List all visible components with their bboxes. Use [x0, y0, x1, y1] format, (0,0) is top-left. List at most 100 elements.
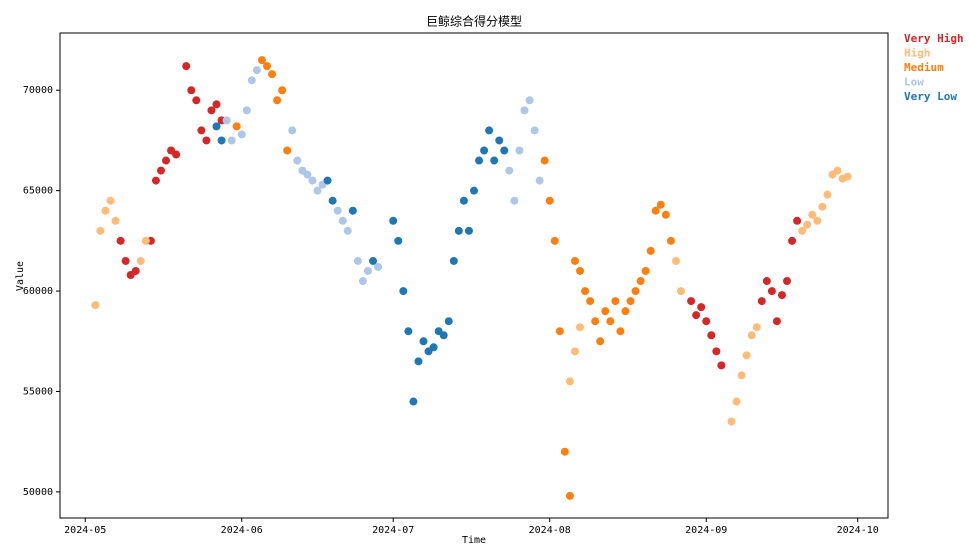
legend-label: Very Low [904, 90, 957, 103]
point [409, 397, 418, 406]
point [687, 297, 696, 306]
point [252, 66, 261, 75]
point [515, 146, 524, 155]
point [697, 303, 706, 312]
point [565, 491, 574, 500]
point [692, 311, 701, 320]
point [752, 323, 761, 332]
point [480, 146, 489, 155]
x-tick-label: 2024-10 [837, 525, 879, 536]
point [404, 327, 413, 336]
point [263, 62, 271, 71]
point [560, 447, 569, 456]
point [661, 210, 670, 219]
point [727, 417, 736, 426]
y-tick-label: 55000 [23, 386, 53, 397]
point [323, 176, 332, 185]
point [136, 256, 145, 265]
point [429, 343, 438, 352]
point [116, 236, 125, 245]
point [389, 216, 398, 225]
point [343, 226, 352, 235]
point [192, 96, 201, 105]
point [535, 176, 544, 185]
point [333, 206, 342, 215]
point [419, 337, 428, 346]
point [91, 301, 100, 310]
plot-area [59, 32, 889, 519]
chart-title: 巨鲸综合得分模型 [426, 14, 522, 29]
point [232, 122, 241, 131]
point [570, 256, 579, 265]
point [237, 130, 246, 139]
point [485, 126, 494, 135]
point [495, 136, 504, 145]
point [500, 146, 509, 155]
point [217, 136, 226, 145]
y-axis-label: Value [15, 261, 26, 291]
point [348, 206, 357, 215]
point [747, 331, 756, 340]
point [449, 256, 458, 265]
point [833, 166, 842, 175]
x-axis-label: Time [462, 535, 486, 546]
point [96, 226, 105, 235]
legend-label: Very High [904, 32, 964, 45]
point [626, 297, 635, 306]
point [353, 256, 362, 265]
point [212, 100, 221, 109]
point [707, 331, 716, 340]
point [172, 150, 181, 159]
point [656, 200, 665, 209]
point [212, 122, 221, 131]
point [646, 246, 655, 255]
point [813, 216, 822, 225]
point [131, 266, 140, 275]
point [772, 317, 781, 326]
point [313, 186, 322, 195]
point [247, 76, 256, 85]
point [555, 327, 564, 336]
point [444, 317, 453, 326]
point [227, 136, 236, 145]
point [712, 347, 721, 356]
point [762, 277, 771, 286]
point [459, 196, 468, 205]
point [268, 70, 277, 79]
point [565, 377, 574, 386]
point [505, 166, 514, 175]
point [530, 126, 539, 135]
point [475, 156, 484, 165]
point [141, 236, 150, 245]
point [162, 156, 171, 165]
point [525, 96, 534, 105]
point [470, 186, 478, 195]
point [570, 347, 579, 356]
point [303, 170, 312, 179]
point [273, 96, 282, 105]
point [111, 216, 120, 225]
point [182, 62, 191, 71]
point [257, 56, 266, 65]
point [540, 156, 549, 165]
point [358, 277, 367, 286]
point [121, 256, 130, 265]
point [101, 206, 110, 215]
point [464, 226, 473, 235]
point [454, 226, 463, 235]
y-tick-label: 65000 [23, 186, 53, 197]
point [550, 236, 559, 245]
point [369, 256, 378, 265]
point [742, 351, 751, 360]
point [666, 236, 675, 245]
point [545, 196, 554, 205]
point [308, 176, 317, 185]
point [808, 210, 817, 219]
legend-label: Medium [904, 61, 944, 74]
point [187, 86, 196, 95]
point [586, 297, 595, 306]
point [576, 266, 585, 275]
point [510, 196, 519, 205]
point [288, 126, 297, 135]
